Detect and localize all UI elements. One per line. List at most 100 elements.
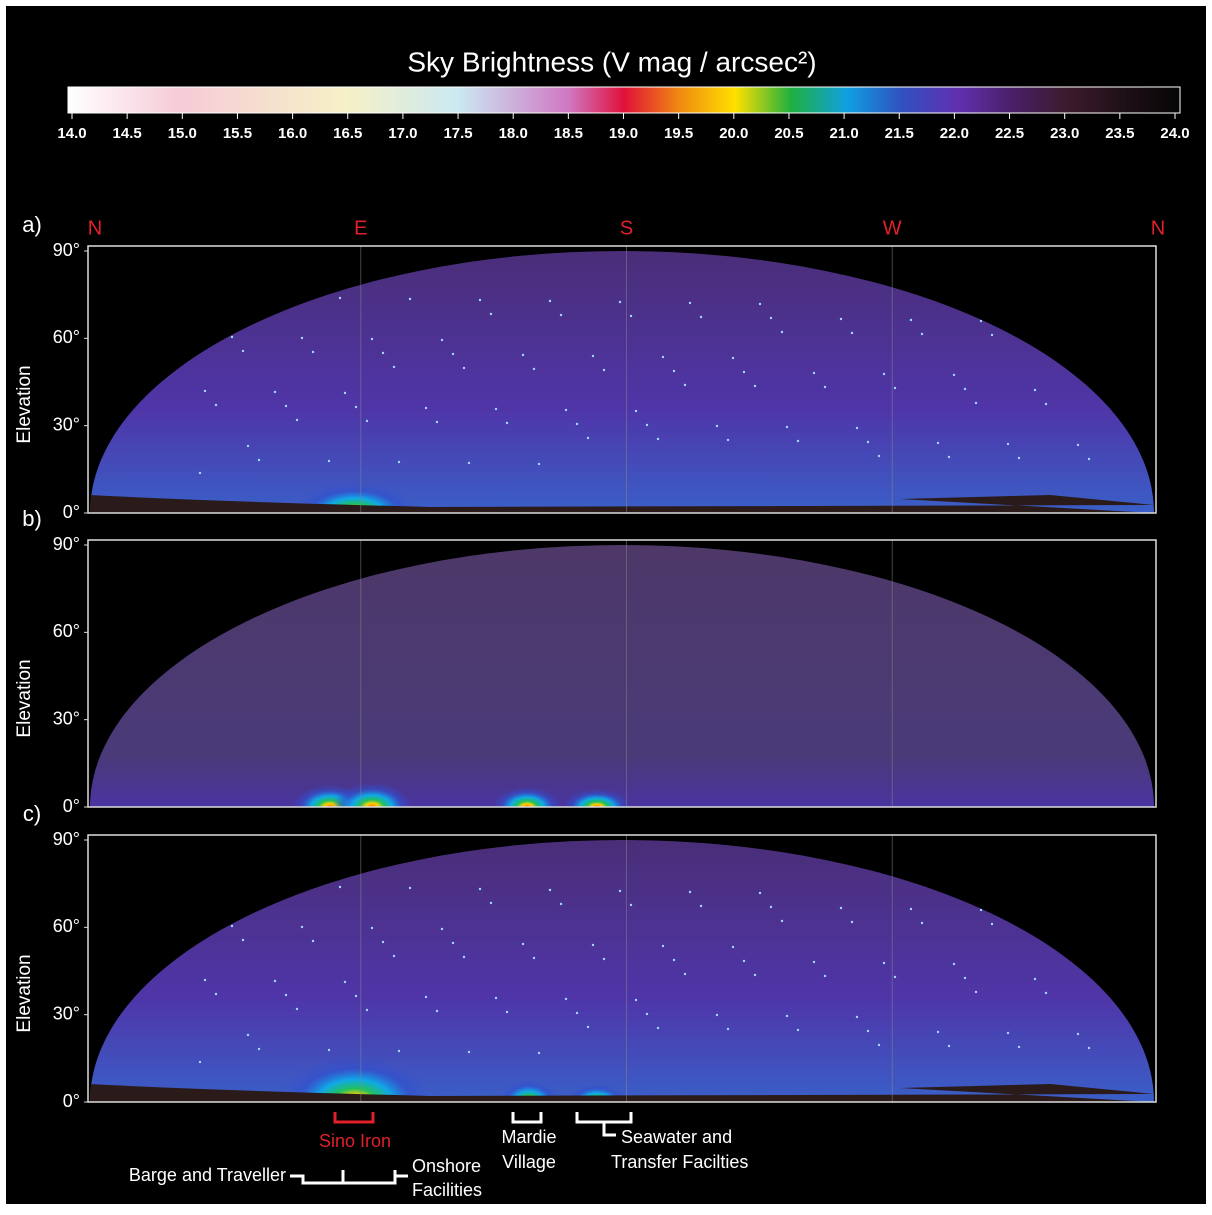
star [408,297,412,301]
star [688,301,692,305]
colorbar-tick-label: 14.0 [57,125,86,142]
y-tick-label: 90° [53,534,80,554]
star [381,940,385,944]
colorbar-tick-label: 17.0 [388,125,417,142]
direction-label: N [88,217,102,239]
star [634,409,638,413]
bracket [290,1170,408,1185]
star [532,367,536,371]
colorbar-tick-label: 23.0 [1050,125,1079,142]
star [521,942,525,946]
star [559,902,563,906]
star [365,419,369,423]
y-tick-label: 0° [63,502,80,522]
star [295,418,299,422]
star [731,945,735,949]
star [769,316,773,320]
star [354,405,358,409]
star [230,924,234,928]
colorbar-tick-label: 14.5 [113,125,142,142]
star [424,995,428,999]
panel-label: b) [22,506,42,531]
star [311,350,315,354]
colorbar [67,86,1181,114]
light-glow [499,1080,559,1102]
star [742,959,746,963]
star [952,962,956,966]
star [979,908,983,912]
star [823,385,827,389]
annotation: Village [502,1152,556,1172]
star [974,401,978,405]
star [645,423,649,427]
star [952,373,956,377]
y-tick-label: 0° [63,1091,80,1111]
star [505,1010,509,1014]
star [273,979,277,983]
star [338,296,342,300]
star [785,425,789,429]
sky-dome [90,251,1154,513]
star [866,440,870,444]
star [618,889,622,893]
panel-frame [87,245,1157,514]
annotation: Facilities [412,1180,482,1200]
star [537,462,541,466]
star [327,1048,331,1052]
star [489,312,493,316]
star [769,905,773,909]
star [257,1047,261,1051]
colorbar-tick-label: 20.0 [719,125,748,142]
horizon [90,495,1154,513]
star [284,993,288,997]
star [586,1025,590,1029]
colorbar-tick-label: 15.5 [223,125,252,142]
horizon [90,1084,1154,1102]
y-axis-label: Elevation [14,659,35,737]
y-tick-label: 30° [53,1003,80,1023]
colorbar-tick-label: 24.0 [1160,125,1189,142]
colorbar-tick-label: 19.5 [664,125,693,142]
star [812,371,816,375]
star [489,901,493,905]
star [343,980,347,984]
star [656,1026,660,1030]
panel-frame [87,539,1157,808]
star [758,891,762,895]
star [198,471,202,475]
star [882,961,886,965]
star [785,1014,789,1018]
star [462,955,466,959]
star [564,997,568,1001]
star [397,460,401,464]
star [990,333,994,337]
star [198,1060,202,1064]
colorbar-tick-label: 17.5 [443,125,472,142]
star [1076,443,1080,447]
star [893,975,897,979]
colorbar-tick-label: 16.0 [278,125,307,142]
star [575,422,579,426]
light-glow [567,1084,627,1102]
star [726,438,730,442]
star [877,1043,881,1047]
star [397,1049,401,1053]
star [839,317,843,321]
star [866,1029,870,1033]
glows [90,295,1154,513]
star [672,369,676,373]
star [537,1051,541,1055]
star [435,1009,439,1013]
star [1076,1032,1080,1036]
star [392,365,396,369]
star [365,1008,369,1012]
star [1006,1031,1010,1035]
star [1087,1046,1091,1050]
star [343,391,347,395]
colorbar-tick-label: 19.0 [609,125,638,142]
star [920,921,924,925]
bracket [511,1112,543,1124]
star [521,353,525,357]
star [796,439,800,443]
star [300,336,304,340]
